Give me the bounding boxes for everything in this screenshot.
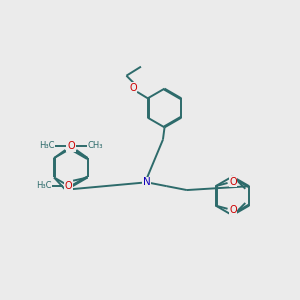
- Text: O: O: [66, 141, 74, 151]
- Text: O: O: [129, 82, 137, 93]
- Text: O: O: [229, 205, 237, 215]
- Text: O: O: [68, 141, 75, 151]
- Text: H₃C: H₃C: [36, 181, 52, 190]
- Text: N: N: [143, 177, 151, 187]
- Text: CH₃: CH₃: [87, 141, 103, 150]
- Text: H₃C: H₃C: [39, 141, 55, 150]
- Text: O: O: [64, 181, 72, 190]
- Text: O: O: [229, 177, 237, 187]
